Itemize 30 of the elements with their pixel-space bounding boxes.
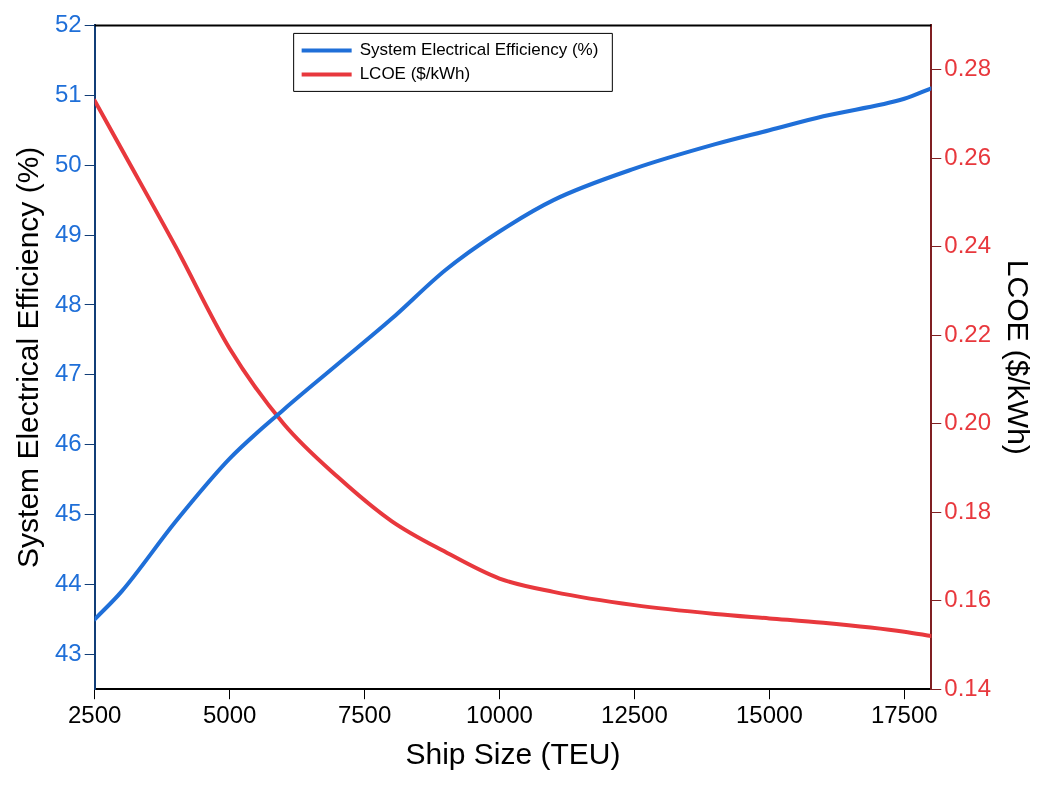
y-tick-label: 49 [54, 219, 82, 247]
y-tick-label: 47 [54, 359, 82, 387]
y-axis-title: System Electrical Efficiency (%) [11, 146, 45, 568]
y-tick-label: 43 [54, 638, 82, 666]
y-tick-label: 52 [54, 10, 82, 38]
y2-tick-label: 0.20 [944, 408, 992, 436]
x-tick-label: 7500 [337, 701, 392, 729]
x-axis-title: Ship Size (TEU) [405, 737, 621, 771]
y2-tick-label: 0.18 [944, 496, 992, 524]
legend-label: LCOE ($/kWh) [359, 64, 471, 84]
y2-tick-label: 0.28 [944, 54, 992, 82]
y-tick-label: 44 [54, 569, 82, 597]
y2-tick-label: 0.26 [944, 142, 992, 170]
x-tick-label: 15000 [735, 701, 803, 729]
x-tick-label: 12500 [601, 701, 668, 729]
x-tick-label: 10000 [466, 701, 533, 729]
y2-tick-label: 0.14 [944, 673, 992, 701]
y-tick-label: 46 [54, 429, 82, 457]
y2-tick-label: 0.16 [944, 585, 992, 613]
y2-tick-label: 0.24 [944, 231, 992, 259]
y-tick-label: 50 [54, 149, 82, 177]
x-tick-label: 5000 [202, 701, 257, 729]
y-tick-label: 48 [54, 289, 82, 317]
y2-axis-title: LCOE ($/kWh) [1001, 259, 1035, 455]
legend-label: System Electrical Efficiency (%) [359, 40, 599, 60]
y2-tick-label: 0.22 [944, 319, 992, 347]
x-tick-label: 17500 [870, 701, 938, 729]
y-tick-label: 45 [54, 499, 82, 527]
x-tick-label: 2500 [68, 701, 122, 729]
y-tick-label: 51 [54, 79, 82, 107]
